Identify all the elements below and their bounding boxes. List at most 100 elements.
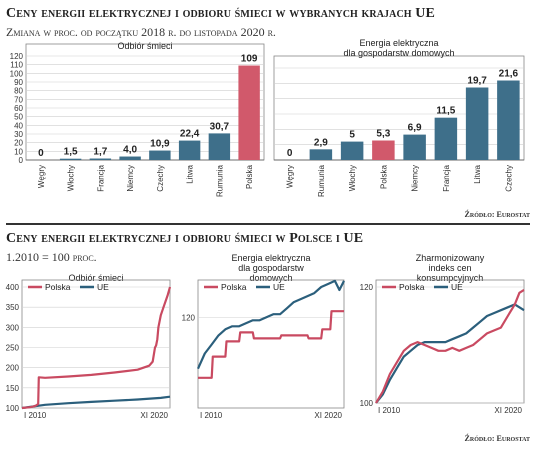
data-label-czechy: 10,9 (150, 139, 170, 150)
y-tick-label: 120 (360, 283, 374, 292)
x-tick-wlochy: Włochy (348, 165, 357, 191)
section2-subtitle: 1.2010 = 100 proc. (6, 250, 97, 264)
line-chart-title-line-1: Zharmonizowany (416, 253, 485, 263)
bar-litwa (465, 87, 489, 160)
data-label-rumunia: 2,9 (314, 137, 328, 148)
x-tick-czechy: Czechy (504, 165, 513, 192)
legend-label-ue: UE (451, 282, 463, 292)
y-tick-label: 100 (6, 404, 20, 413)
legend-label-polska: Polska (221, 282, 247, 292)
data-label-litwa: 19,7 (467, 76, 487, 87)
y-tick-label: 90 (14, 78, 23, 87)
data-label-polska: 109 (241, 54, 258, 65)
y-tick-label: 200 (6, 364, 20, 373)
y-tick-label: 40 (14, 121, 23, 130)
series-line-ue (21, 395, 171, 410)
y-tick-label: 50 (14, 113, 23, 122)
bar-niemcy (403, 134, 426, 160)
data-label-wegry: 0 (38, 148, 44, 159)
plot-frame (197, 279, 345, 409)
y-tick-label: 100 (360, 399, 374, 408)
source-note-1: Źródło: Eurostat (464, 210, 530, 219)
y-tick-label: 120 (182, 313, 196, 322)
y-tick-label: 30 (14, 130, 23, 139)
y-tick-label: 20 (14, 139, 23, 148)
data-label-francja: 1,7 (93, 147, 107, 158)
legend-label-ue: UE (97, 282, 109, 292)
plot-frame (375, 279, 525, 404)
x-tick-czechy: Czechy (156, 165, 165, 192)
y-tick-label: 400 (6, 283, 20, 292)
series-line-polska (198, 310, 344, 379)
data-label-czechy: 21,6 (499, 69, 519, 80)
data-label-wegry: 0 (287, 148, 293, 159)
y-tick-label: 10 (14, 147, 23, 156)
x-label-end: XI 2020 (314, 411, 342, 420)
series-line-polska (375, 288, 525, 404)
data-label-niemcy: 6,9 (408, 123, 422, 134)
x-label-start: I 2010 (200, 411, 223, 420)
line-chart-title-line-2: dla gospodarstw (238, 263, 304, 273)
data-label-niemcy: 4,0 (123, 145, 137, 156)
x-label-start: I 2010 (24, 411, 47, 420)
y-tick-label: 150 (6, 384, 20, 393)
data-label-francja: 11,5 (436, 106, 455, 117)
y-tick-label: 0 (19, 156, 24, 165)
bar-wlochy (59, 158, 82, 160)
line-chart-title-line-1: Energia elektryczna (231, 253, 310, 263)
x-tick-litwa: Litwa (473, 164, 482, 183)
legend-label-polska: Polska (45, 282, 71, 292)
legend-label-ue: UE (273, 282, 285, 292)
bar-wlochy (340, 141, 364, 160)
x-tick-polska: Polska (245, 164, 254, 189)
data-label-rumunia: 30,7 (210, 121, 230, 132)
x-label-end: XI 2020 (494, 406, 522, 415)
line-chart-title-line-3: domowych (249, 273, 292, 283)
data-label-litwa: 22,4 (180, 129, 200, 140)
section2-title: Ceny energii elektrycznej i odbioru śmie… (6, 231, 364, 246)
plot-frame (21, 279, 171, 409)
waste-line-chart: Odbiór śmieci 100 150 200 250 300 350 400 I 2010… (6, 273, 172, 420)
source-note-2: Źródło: Eurostat (464, 434, 530, 443)
x-tick-wegry: Węgry (286, 165, 295, 188)
legend-label-polska: Polska (399, 282, 425, 292)
section-divider (6, 223, 530, 225)
bar-chart-title-line-1: Energia elektryczna (359, 38, 438, 48)
x-tick-francja: Francja (96, 164, 105, 191)
x-tick-polska: Polska (379, 164, 388, 189)
y-tick-label: 80 (14, 87, 23, 96)
bar-polska (372, 140, 395, 160)
x-tick-rumunia: Rumunia (317, 164, 326, 197)
y-tick-label: 70 (14, 95, 23, 104)
line-chart-title-line-3: konsumpcyjnych (417, 273, 484, 283)
line-chart-title-line-2: indeks cen (428, 263, 471, 273)
y-tick-label: 350 (6, 303, 20, 312)
y-tick-label: 300 (6, 323, 20, 332)
series-line-ue (196, 279, 345, 370)
x-tick-wegry: Węgry (37, 165, 46, 188)
section1-title: Ceny energii elektrycznej i odbioru śmie… (6, 6, 435, 21)
bar-litwa (178, 140, 201, 160)
bar-niemcy (119, 156, 141, 160)
line-chart-title-line-1: Odbiór śmieci (68, 273, 123, 283)
x-tick-niemcy: Niemcy (411, 165, 420, 192)
data-label-polska: 5,3 (376, 128, 390, 139)
x-tick-francja: Francja (442, 164, 451, 191)
bar-polska (238, 65, 260, 160)
x-tick-litwa: Litwa (186, 164, 195, 183)
bar-czechy (149, 150, 171, 160)
bar-chart-title-line-1: Odbiór śmieci (117, 41, 172, 51)
x-tick-niemcy: Niemcy (126, 165, 135, 192)
y-tick-label: 60 (14, 104, 23, 113)
bar-rumunia (309, 149, 333, 160)
bar-francja (89, 158, 112, 160)
data-label-wlochy: 5 (349, 130, 355, 141)
bar-francja (434, 117, 458, 160)
series-line-polska (21, 286, 172, 410)
section1-subtitle: Zmiana w proc. od początku 2018 r. do li… (6, 25, 276, 39)
bar-czechy (497, 80, 520, 160)
